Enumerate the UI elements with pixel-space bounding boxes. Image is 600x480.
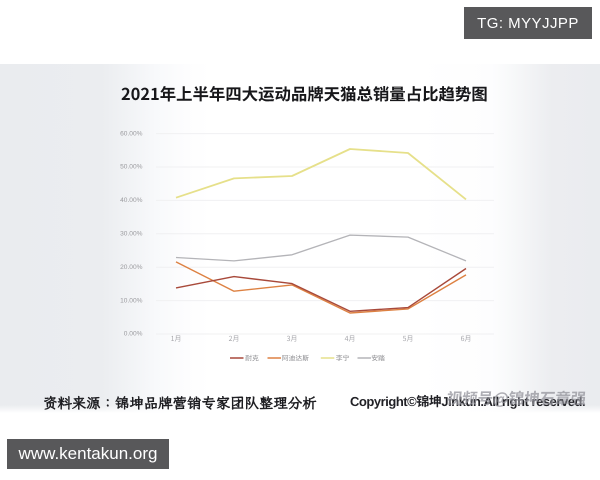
- svg-text:0.00%: 0.00%: [124, 331, 143, 338]
- svg-text:50.00%: 50.00%: [120, 164, 143, 171]
- svg-text:60.00%: 60.00%: [120, 130, 143, 137]
- svg-text:20.00%: 20.00%: [120, 264, 143, 271]
- svg-text:10.00%: 10.00%: [120, 297, 143, 304]
- svg-text:40.00%: 40.00%: [120, 197, 143, 204]
- svg-text:30.00%: 30.00%: [120, 231, 143, 238]
